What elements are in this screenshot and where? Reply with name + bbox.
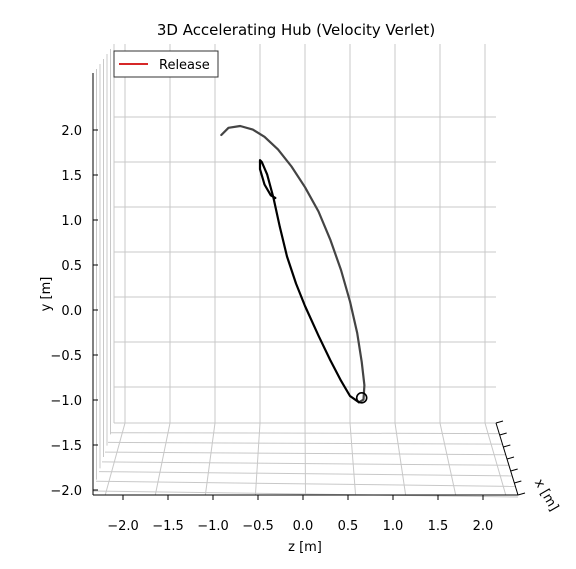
x-tick-label-5: 0.5: [338, 519, 359, 534]
x-tick-label-7: 1.5: [428, 519, 449, 534]
floor-gridline-7: [439, 422, 457, 496]
trajectory-line-0: [220, 124, 366, 404]
y-tick-label-5: 0.5: [61, 259, 82, 274]
x-tick-label-6: 1.0: [383, 519, 404, 534]
z-tick-mark-6: [517, 492, 526, 496]
z-tick-mark-0: [495, 420, 504, 424]
floor-crossline-2: [107, 441, 503, 445]
x-tick-label-8: 2.0: [473, 519, 494, 534]
y-tick-label-0: −2.0: [50, 484, 82, 499]
marker-hollow-circle-0: [355, 391, 368, 404]
y-tick-label-4: 0.0: [61, 304, 82, 319]
floor-crossline-1: [110, 432, 500, 435]
z-tick-mark-5: [514, 480, 522, 484]
y-tick-label-3: −0.5: [50, 349, 82, 364]
floor-gridline-0: [104, 422, 126, 496]
tick-labels: −2.0 −1.5 −1.0 −0.5 0.0 0.5 1.0 1.5 2.0−2.0−1.5−…: [50, 124, 526, 534]
x-tick-label-2: −1.0: [197, 519, 229, 534]
y-tick-label-7: 1.5: [61, 169, 82, 184]
x-tick-label-4: 0.0: [293, 519, 314, 534]
y-tick-label-6: 1.0: [61, 214, 82, 229]
floor-crossline-5: [98, 471, 512, 477]
floor-crossline-7: [92, 490, 519, 498]
y-tick-label-1: −1.5: [50, 439, 82, 454]
z-tick-mark-4: [510, 468, 518, 472]
floor-gridline-3: [254, 422, 261, 496]
x-tick-label-0: −2.0: [107, 519, 139, 534]
y-axis-label: y [m]: [39, 277, 54, 312]
z-tick-mark-3: [506, 456, 515, 460]
floor-crossline-3: [104, 451, 506, 456]
grid: [92, 44, 519, 498]
floor-gridline-5: [349, 422, 357, 496]
trajectory-line-1: [258, 159, 361, 404]
x-axis-label: z [m]: [288, 540, 322, 555]
floor-gridline-2: [204, 422, 216, 496]
floor-crossline-4: [101, 461, 509, 466]
legend: Release: [113, 50, 219, 78]
y-tick-label-8: 2.0: [61, 124, 82, 139]
legend-label-release: Release: [159, 58, 210, 73]
z-tick-mark-1: [499, 432, 507, 436]
z-axis-label: x [m]: [531, 477, 561, 514]
z-tick-mark-2: [503, 444, 511, 448]
chart-title: 3D Accelerating Hub (Velocity Verlet): [157, 21, 435, 39]
series-group: [220, 124, 368, 404]
x-tick-label-1: −1.5: [152, 519, 184, 534]
y-tick-label-2: −1.0: [50, 394, 82, 409]
floor-crossline-6: [95, 480, 515, 487]
floor-gridline-6: [394, 422, 407, 496]
floor-gridline-4: [304, 422, 306, 496]
floor-gridline-8: [484, 422, 507, 496]
x-tick-label-3: −0.5: [242, 519, 274, 534]
floor-gridline-1: [154, 422, 171, 496]
